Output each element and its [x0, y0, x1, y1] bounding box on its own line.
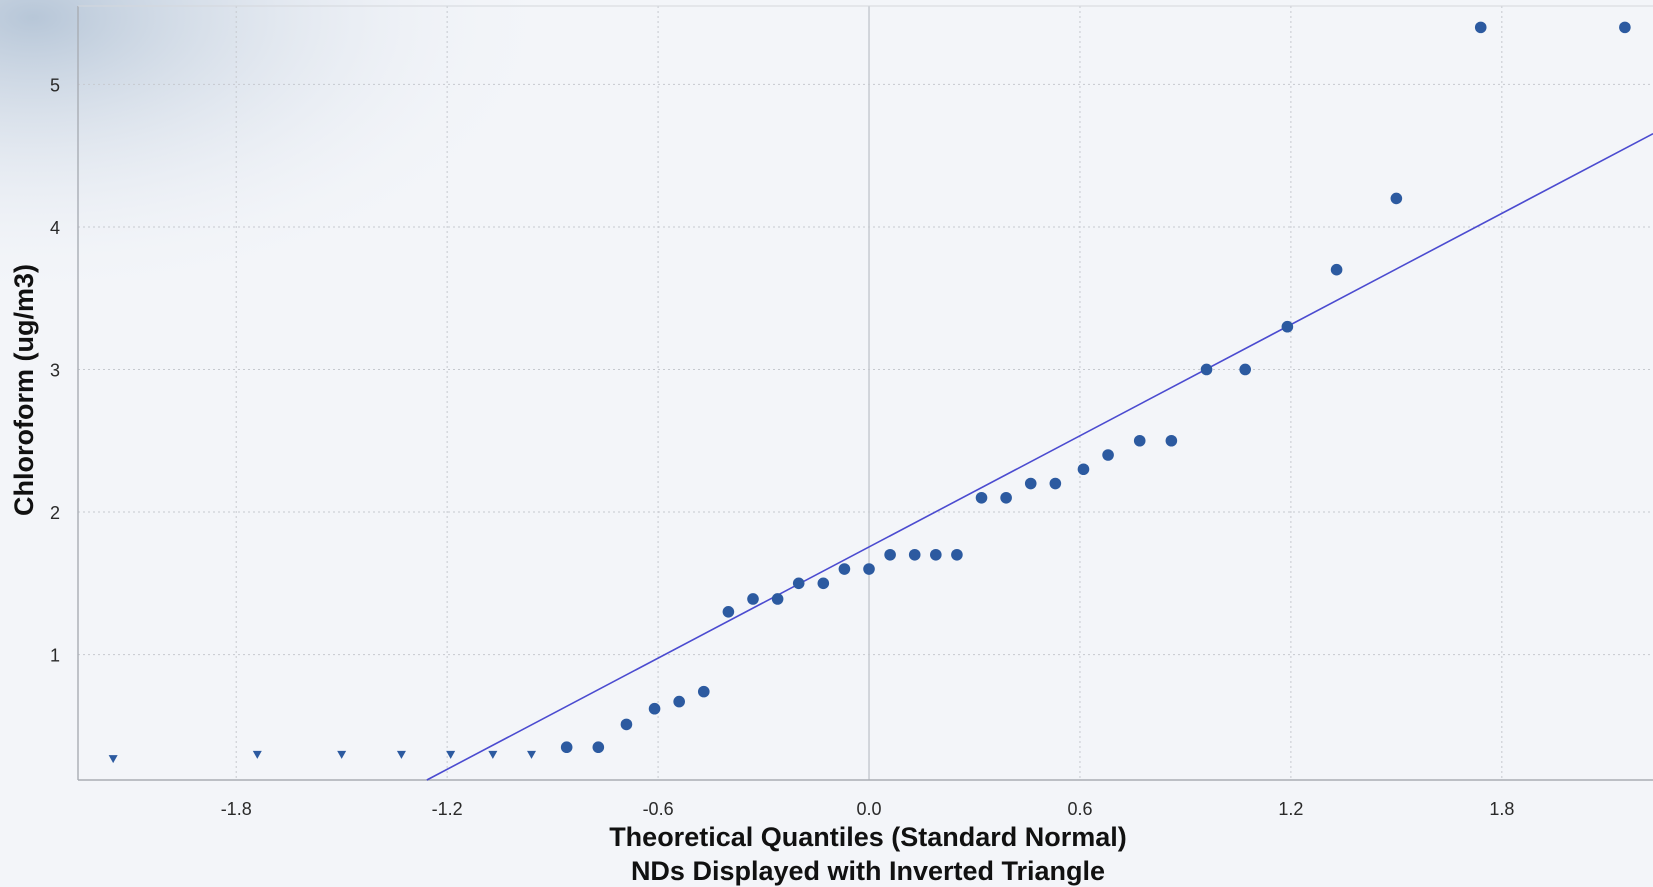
- detect-point: [592, 741, 605, 754]
- detect-point: [722, 606, 735, 618]
- detect-point: [1102, 449, 1114, 461]
- fit-line-layer: [426, 133, 1653, 781]
- nd-point-triangle: [396, 750, 406, 759]
- x-tick-label: -0.6: [643, 799, 674, 819]
- detect-point: [908, 548, 921, 561]
- x-tick-label: 1.2: [1278, 799, 1303, 819]
- tick-labels: -1.8 -1.2 -0.6 0.0 0.6 1.2 1.8 1 2 3 4 5: [50, 75, 1514, 819]
- detect-point: [620, 718, 633, 731]
- detect-point: [1281, 320, 1294, 333]
- detect-point: [1330, 263, 1343, 276]
- y-tick-label: 2: [50, 503, 60, 523]
- detect-point: [1049, 477, 1062, 490]
- detect-point: [951, 548, 963, 561]
- detect-point: [1239, 363, 1251, 376]
- nd-point-triangle: [337, 750, 347, 759]
- nd-point-triangle: [488, 750, 498, 759]
- detect-point: [697, 685, 710, 698]
- x-tick-label: 0.6: [1067, 799, 1092, 819]
- x-axis-subtitle: NDs Displayed with Inverted Triangle: [631, 856, 1105, 886]
- detect-point: [863, 563, 875, 575]
- detect-point: [817, 577, 830, 590]
- detect-point: [771, 593, 784, 605]
- detect-point: [975, 491, 988, 504]
- detect-point: [673, 695, 685, 708]
- detect-point: [1024, 477, 1037, 490]
- detect-point: [1133, 434, 1146, 447]
- detect-point: [1474, 21, 1487, 34]
- y-tick-label: 3: [50, 360, 60, 380]
- detect-point: [838, 563, 851, 575]
- data-points: [108, 21, 1631, 764]
- detect-point: [1200, 363, 1213, 376]
- y-tick-label: 4: [50, 218, 60, 238]
- x-tick-label: -1.8: [221, 799, 252, 819]
- detect-point: [930, 548, 942, 561]
- nd-point-triangle: [108, 755, 118, 764]
- detect-point: [884, 548, 896, 561]
- x-axis-title: Theoretical Quantiles (Standard Normal): [609, 822, 1127, 852]
- detect-point: [1077, 463, 1090, 476]
- x-tick-label: 1.8: [1489, 799, 1514, 819]
- grid-lines: [78, 6, 1653, 780]
- y-axis-title: Chloroform (ug/m3): [9, 264, 39, 516]
- detect-point: [1619, 21, 1631, 34]
- x-tick-label: -1.2: [432, 799, 463, 819]
- detect-point: [1000, 491, 1012, 504]
- y-tick-label: 1: [50, 646, 60, 666]
- y-tick-label: 5: [50, 75, 60, 95]
- axes: [77, 5, 1653, 781]
- detect-point: [560, 741, 573, 754]
- detect-point: [648, 702, 661, 715]
- detect-point: [792, 577, 805, 590]
- nd-point-triangle: [252, 750, 262, 759]
- fit-line: [426, 133, 1653, 781]
- detect-point: [1390, 192, 1403, 205]
- nd-point-triangle: [527, 750, 537, 759]
- detect-point: [1165, 434, 1178, 447]
- nd-point-triangle: [446, 750, 456, 759]
- detect-point: [747, 593, 759, 605]
- x-tick-label: 0.0: [857, 799, 882, 819]
